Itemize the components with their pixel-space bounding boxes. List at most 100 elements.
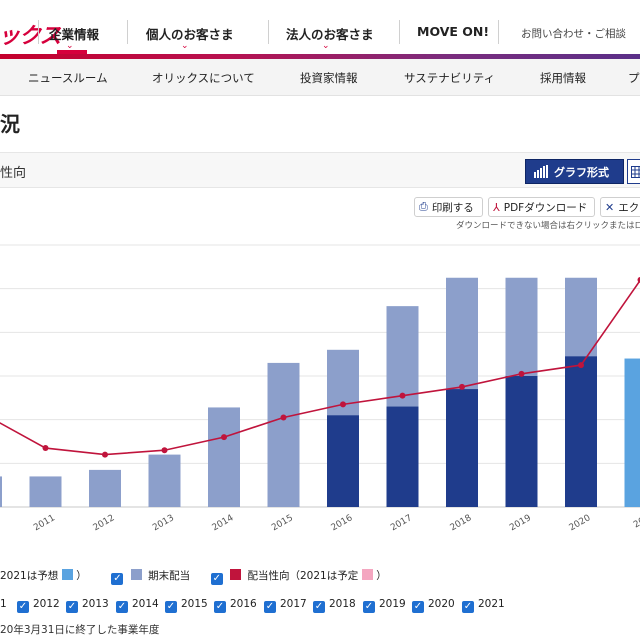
year-filter-2016[interactable]: ✓ 2016 <box>214 598 257 613</box>
chart-legend: 2021は予想 ） ✓ 期末配当 ✓ 配当性向（2021は予定 ） <box>0 568 387 585</box>
bar-final-dividend-2021 <box>624 358 640 507</box>
fiscal-year-footnote: 20年3月31日に終了した事業年度 <box>0 624 160 636</box>
subnav-about-orix[interactable]: オリックスについて <box>152 71 255 85</box>
legend-close-paren: ） <box>376 570 387 582</box>
x-tick-label: 2017 <box>389 513 414 533</box>
bar-final-dividend-2011 <box>29 476 62 507</box>
x-tick-label: 20 <box>632 516 640 531</box>
x-tick-label: 2015 <box>270 513 295 533</box>
excel-label: エク <box>618 201 640 214</box>
legend-payout-ratio: 配当性向（2021は予定 <box>247 570 359 582</box>
bar-interim-dividend-2018 <box>446 389 478 507</box>
bar-final-dividend-2012 <box>89 469 121 507</box>
chart-bars <box>0 277 640 507</box>
payout-point-2013 <box>161 447 168 454</box>
year-filter-2017[interactable]: ✓ 2017 <box>264 598 307 613</box>
nav-individual-customers[interactable]: 個人のお客さま <box>146 27 234 42</box>
subnav-careers[interactable]: 採用情報 <box>540 71 586 85</box>
dividend-chart: 2011 2012 2013 2014 2015 2016 2017 2018 2019 2020… <box>0 244 640 533</box>
x-tick-label: 2012 <box>92 513 117 533</box>
legend-close-paren: ） <box>76 570 87 582</box>
download-note: ダウンロードできない場合は右クリックまたはロ <box>456 221 640 231</box>
chart-payout-line <box>0 276 640 458</box>
payout-point-2021 <box>637 276 640 283</box>
year-filter-2021[interactable]: ✓ 2021 <box>462 598 505 613</box>
payout-point-2016 <box>340 401 346 408</box>
bar-final-dividend-2010 <box>0 476 2 507</box>
sub-navigation: ニュースルーム オリックスについて 投資家情報 サステナビリティ 採用情報 プ <box>0 59 640 96</box>
x-tick-label: 2013 <box>151 513 176 533</box>
year-filter-2013[interactable]: ✓ 2013 <box>66 598 109 613</box>
year-filter-2020[interactable]: ✓ 2020 <box>412 598 455 613</box>
bar-interim-dividend-2017 <box>386 406 419 507</box>
print-label: 印刷する <box>431 201 474 214</box>
pdf-icon: ⅄ <box>493 200 500 214</box>
graph-view-label: グラフ形式 <box>554 165 609 179</box>
chart-x-labels: 2011 2012 2013 2014 2015 2016 2017 2018 2019 2020… <box>32 513 640 533</box>
checkbox-final-dividend[interactable]: ✓ <box>111 573 124 585</box>
bar-final-dividend-2013 <box>148 454 181 507</box>
subnav-newsroom[interactable]: ニュースルーム <box>28 71 108 85</box>
bar-interim-dividend-2019 <box>505 376 538 507</box>
bar-chart-icon <box>534 165 548 178</box>
year-filter-2014[interactable]: ✓ 2014 <box>116 598 159 613</box>
header-divider <box>38 20 39 44</box>
subnav-more[interactable]: プ <box>628 71 640 85</box>
subnav-sustainability[interactable]: サステナビリティ <box>404 71 496 85</box>
payout-point-2015 <box>280 414 287 421</box>
section-label: 性向 <box>0 166 27 181</box>
print-button[interactable]: ⎙ 印刷する <box>414 197 483 217</box>
nav-move-on[interactable]: MOVE ON! <box>417 24 490 39</box>
payout-point-2019 <box>518 370 525 377</box>
graph-view-button[interactable]: グラフ形式 <box>525 159 624 184</box>
x-tick-label: 2014 <box>211 513 236 533</box>
forecast-swatch <box>62 569 74 580</box>
x-tick-label: 2011 <box>32 513 57 533</box>
contact-link[interactable]: お問い合わせ・ご相談 <box>521 28 626 40</box>
header-divider <box>268 20 269 44</box>
year-filter-2011[interactable]: 1 <box>0 598 7 610</box>
header-divider <box>127 20 128 44</box>
bar-final-dividend-2015 <box>267 362 300 507</box>
nav-corporate-customers[interactable]: 法人のお客さま <box>286 27 374 42</box>
orix-logo[interactable]: ックス <box>0 24 61 49</box>
page-title: 況 <box>0 112 20 136</box>
payout-point-2011 <box>42 445 49 452</box>
bar-interim-dividend-2020 <box>565 356 597 507</box>
pdf-download-button[interactable]: ⅄ PDFダウンロード <box>488 197 595 217</box>
checkbox-payout-ratio[interactable]: ✓ <box>210 573 223 585</box>
legend-forecast-text: 2021は予想 <box>0 570 59 582</box>
chevron-down-icon: ⌄ <box>181 41 189 51</box>
excel-download-button[interactable]: ✕ エク <box>600 197 640 217</box>
subnav-investor-relations[interactable]: 投資家情報 <box>300 71 358 85</box>
payout-forecast-swatch <box>362 569 374 580</box>
year-filter-2015[interactable]: ✓ 2015 <box>165 598 208 613</box>
x-tick-label: 2016 <box>330 513 355 533</box>
header-divider <box>498 20 499 44</box>
global-header: ックス 企業情報 ⌄ 個人のお客さま ⌄ 法人のお客さま ⌄ MOVE ON! … <box>0 0 640 54</box>
final-dividend-swatch <box>130 569 142 580</box>
section-header-band: 性向 グラフ形式 <box>0 152 640 188</box>
payout-ratio-swatch <box>230 569 242 580</box>
brand-gradient-bar <box>0 54 640 59</box>
payout-point-2018 <box>459 383 465 390</box>
year-filter-2012[interactable]: ✓ 2012 <box>17 598 60 613</box>
chevron-down-icon: ⌄ <box>322 41 330 51</box>
year-filter-2018[interactable]: ✓ 2018 <box>313 598 356 613</box>
x-tick-label: 2018 <box>449 513 474 533</box>
chart-gridlines <box>0 244 640 508</box>
nav-corporate-info[interactable]: 企業情報 <box>49 27 100 42</box>
payout-point-2020 <box>578 362 584 369</box>
pdf-label: PDFダウンロード <box>503 201 588 214</box>
active-nav-indicator <box>57 50 87 54</box>
payout-point-2014 <box>221 434 227 441</box>
header-divider <box>399 20 400 44</box>
table-view-button[interactable] <box>627 159 640 184</box>
x-tick-label: 2019 <box>508 513 533 533</box>
year-filter-2019[interactable]: ✓ 2019 <box>363 598 406 613</box>
payout-point-2017 <box>399 392 406 399</box>
excel-icon: ✕ <box>605 200 615 214</box>
x-tick-label: 2020 <box>568 513 593 533</box>
chevron-down-icon: ⌄ <box>66 41 74 51</box>
